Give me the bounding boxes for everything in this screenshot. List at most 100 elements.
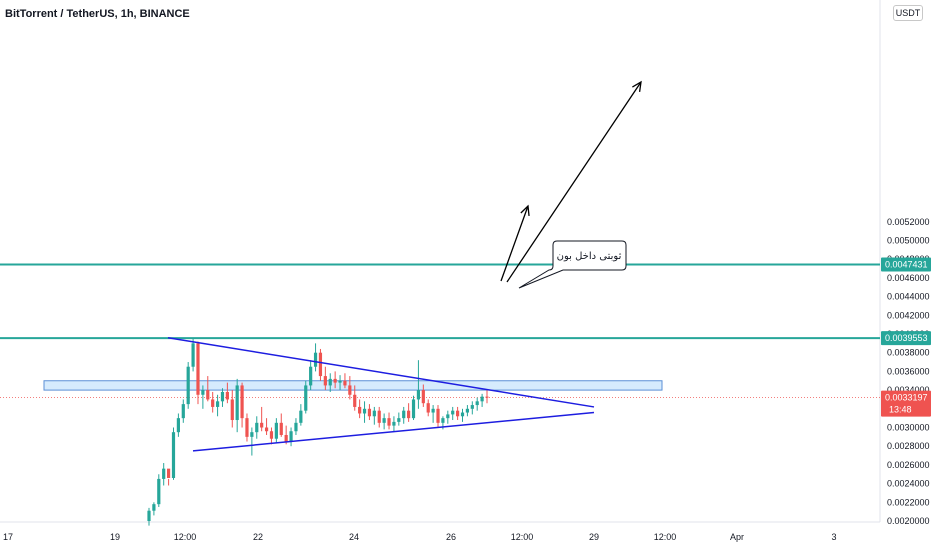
candle-body <box>456 410 460 417</box>
horizontal-levels <box>0 263 880 340</box>
candle-body <box>309 366 313 386</box>
candle-body <box>201 390 205 395</box>
candle-body <box>235 385 239 421</box>
candle-body <box>426 403 430 413</box>
candle-body <box>196 343 200 395</box>
candle-body <box>441 418 445 423</box>
candle-body <box>245 418 249 437</box>
candle-body <box>436 408 440 423</box>
candle-body <box>304 385 308 411</box>
y-tick-label: 0.0034000 <box>887 385 930 395</box>
y-tick-label: 0.0028000 <box>887 441 930 451</box>
x-tick-label: 19 <box>110 532 120 542</box>
candle-body <box>402 410 406 419</box>
candle-body <box>157 478 161 505</box>
candle-body <box>343 380 347 386</box>
candle-body <box>451 410 455 415</box>
candle-body <box>367 408 372 417</box>
candle-body <box>166 468 171 478</box>
candle-body <box>299 410 303 423</box>
candle-body <box>362 408 367 414</box>
candle-body <box>411 399 416 419</box>
drawings: ثوبتی داخل بون <box>167 80 642 452</box>
candle-body <box>397 418 401 422</box>
candle-body <box>225 391 229 400</box>
candle-body <box>162 468 166 479</box>
candle-body <box>382 418 386 423</box>
y-tick-label: 0.0044000 <box>887 292 930 302</box>
annotation-bubble <box>518 240 627 289</box>
x-tick-label: 22 <box>253 532 263 542</box>
candles <box>147 337 489 526</box>
candle-body <box>421 390 425 404</box>
candle-body <box>480 396 484 402</box>
candle-body <box>274 422 278 439</box>
zone-layer <box>0 380 880 398</box>
candle-body <box>328 378 332 386</box>
x-axis-ticks: 17 19 12:00 22 24 26 12:00 29 12:00 Apr 3 <box>3 532 837 542</box>
currency-button[interactable]: USDT <box>893 5 923 21</box>
y-tick-label: 0.0020000 <box>887 516 930 526</box>
upper-trendline <box>167 336 595 408</box>
candle-body <box>323 376 327 386</box>
candle-body <box>269 431 274 439</box>
candle-body <box>279 422 283 435</box>
candle-body <box>284 434 288 442</box>
candle-body <box>431 408 435 413</box>
y-tick-label: 0.0042000 <box>887 310 930 320</box>
candle-body <box>206 390 210 400</box>
target-arrow-long-head <box>632 80 642 92</box>
candle-body <box>318 352 323 377</box>
y-tick-label: 0.0024000 <box>887 479 930 489</box>
last-price-label: 0.0033197 <box>885 393 928 403</box>
candle-body <box>176 418 180 433</box>
target-arrow-long-shaft <box>506 81 642 283</box>
candle-body <box>186 366 190 405</box>
x-tick-label: 3 <box>831 532 836 542</box>
candle-body <box>264 427 269 432</box>
candle-body <box>460 412 465 417</box>
y-tick-label: 0.0026000 <box>887 460 930 470</box>
lower-trendline <box>192 411 595 452</box>
candle-body <box>377 410 381 423</box>
candle-body <box>416 390 421 400</box>
candle-body <box>387 418 391 426</box>
candle-body <box>333 378 337 383</box>
y-tick-label: 0.0036000 <box>887 366 930 376</box>
candle-body <box>240 385 244 419</box>
x-tick-label: 12:00 <box>654 532 677 542</box>
candle-body <box>211 399 215 407</box>
y-tick-label: 0.0046000 <box>887 273 930 283</box>
level-price-label: 0.0047431 <box>885 260 928 270</box>
chart-title: BitTorrent / TetherUS, 1h, BINANCE <box>5 8 190 20</box>
x-tick-label: 26 <box>446 532 456 542</box>
candle-body <box>220 391 225 402</box>
candle-body <box>353 394 357 407</box>
candle-body <box>250 432 254 437</box>
x-tick-label: 12:00 <box>511 532 534 542</box>
level-price-label: 0.0039553 <box>885 333 928 343</box>
target-arrow-short-head <box>520 204 530 217</box>
x-tick-label: Apr <box>730 532 744 542</box>
candle-body <box>470 405 474 409</box>
resistance-zone <box>43 380 663 391</box>
y-tick-label: 0.0030000 <box>887 423 930 433</box>
y-tick-label: 0.0050000 <box>887 236 930 246</box>
candle-body <box>215 401 220 407</box>
y-tick-label: 0.0038000 <box>887 348 930 358</box>
x-tick-label: 29 <box>589 532 599 542</box>
candle-body <box>191 343 195 367</box>
candle-body <box>294 422 298 432</box>
candle-body <box>338 380 342 383</box>
candle-body <box>475 401 479 406</box>
annotation-text: ثوبتی داخل بون <box>557 251 622 262</box>
candle-body <box>446 414 450 419</box>
target-arrow-short-shaft <box>500 205 529 282</box>
x-tick-label: 17 <box>3 532 13 542</box>
countdown-label: 13:48 <box>889 405 912 415</box>
candle-body <box>260 422 264 428</box>
candle-body <box>392 421 396 426</box>
candle-body <box>289 431 293 442</box>
